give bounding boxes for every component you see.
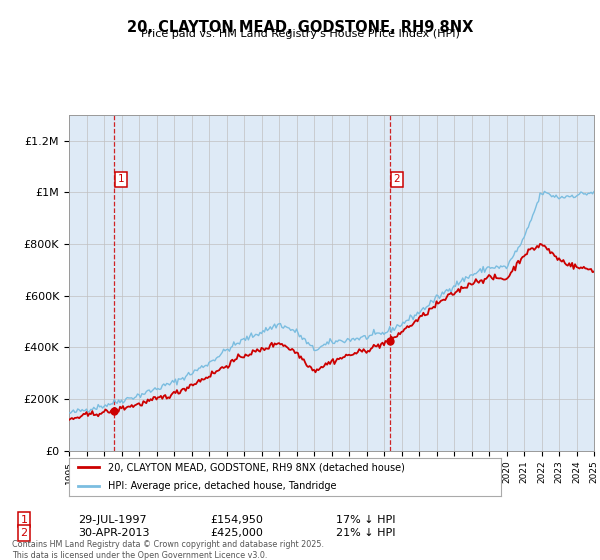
Text: £425,000: £425,000 — [210, 528, 263, 538]
Text: 29-JUL-1997: 29-JUL-1997 — [78, 515, 146, 525]
Text: 20, CLAYTON MEAD, GODSTONE, RH9 8NX: 20, CLAYTON MEAD, GODSTONE, RH9 8NX — [127, 20, 473, 35]
Text: 30-APR-2013: 30-APR-2013 — [78, 528, 149, 538]
Text: 1: 1 — [118, 174, 124, 184]
Text: Price paid vs. HM Land Registry's House Price Index (HPI): Price paid vs. HM Land Registry's House … — [140, 29, 460, 39]
Text: 21% ↓ HPI: 21% ↓ HPI — [336, 528, 395, 538]
Text: 20, CLAYTON MEAD, GODSTONE, RH9 8NX (detached house): 20, CLAYTON MEAD, GODSTONE, RH9 8NX (det… — [108, 462, 405, 472]
Text: Contains HM Land Registry data © Crown copyright and database right 2025.
This d: Contains HM Land Registry data © Crown c… — [12, 540, 324, 559]
Text: 2: 2 — [393, 174, 400, 184]
Text: 1: 1 — [20, 515, 28, 525]
Text: 2: 2 — [20, 528, 28, 538]
Text: HPI: Average price, detached house, Tandridge: HPI: Average price, detached house, Tand… — [108, 481, 337, 491]
Text: £154,950: £154,950 — [210, 515, 263, 525]
Text: 17% ↓ HPI: 17% ↓ HPI — [336, 515, 395, 525]
